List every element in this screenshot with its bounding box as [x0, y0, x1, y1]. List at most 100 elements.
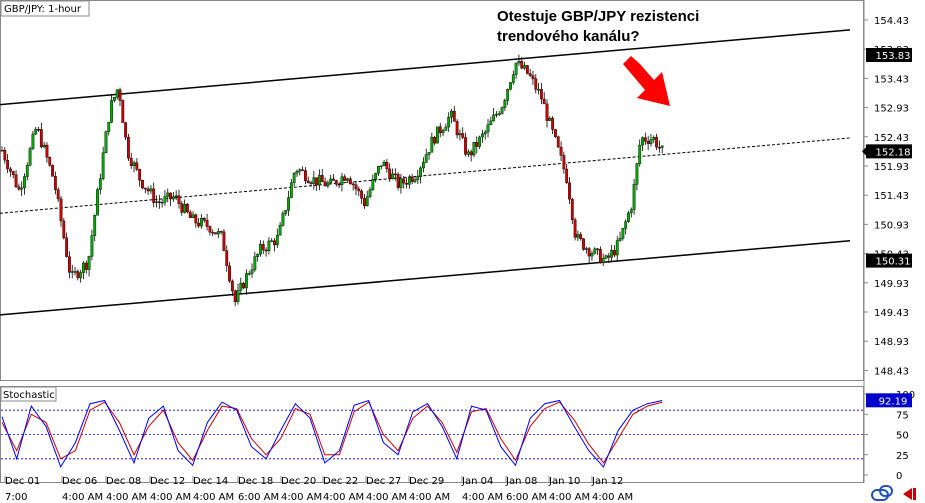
candle-body — [332, 178, 335, 181]
candle-body — [68, 256, 71, 273]
candle-body — [3, 150, 7, 161]
candle-body — [593, 248, 597, 254]
candle-body — [573, 219, 577, 238]
candle-body — [270, 240, 274, 242]
price-badges: 153.83 152.18 150.31 — [862, 47, 912, 268]
candle-body — [292, 173, 296, 183]
candle-body — [289, 182, 293, 198]
stoch-label-box — [0, 386, 57, 402]
candle-body — [157, 201, 161, 203]
candle-body — [354, 184, 358, 190]
candle-body — [534, 78, 538, 90]
candle-body — [655, 137, 658, 148]
link-icon[interactable] — [871, 485, 893, 501]
candle-body — [132, 162, 136, 166]
candle-body — [357, 188, 361, 192]
main-plot-frame — [0, 0, 864, 381]
candle-body — [275, 234, 279, 246]
down-arrow-icon — [623, 56, 670, 106]
candle-body — [422, 162, 425, 169]
candle-body — [149, 188, 153, 192]
candle-body — [562, 155, 566, 170]
candle-body — [604, 255, 608, 259]
candle-body — [93, 215, 97, 236]
candle-body — [37, 129, 40, 131]
candle-body — [635, 163, 639, 185]
candle-body — [256, 254, 260, 257]
candle-body — [320, 175, 324, 182]
candle-body — [419, 167, 422, 178]
candle-body — [304, 170, 307, 182]
title-box — [0, 0, 90, 17]
candle-body — [0, 149, 4, 152]
y-tick-label: 150.93 — [874, 220, 909, 231]
x-date-label: Dec 12 — [150, 476, 185, 487]
candle-body — [489, 120, 493, 126]
x-time-label: 6:00 AM — [238, 492, 279, 503]
candle-body — [323, 181, 327, 187]
candle-body — [407, 176, 411, 185]
candle-body — [402, 178, 406, 184]
candle-body — [427, 152, 431, 155]
x-date-label: Jan 04 — [461, 476, 493, 487]
candle-body — [464, 137, 467, 155]
x-time-label: 4:00 AM — [62, 492, 103, 503]
candle-body — [436, 126, 439, 144]
candle-body — [163, 196, 167, 203]
candle-body — [169, 192, 172, 200]
x-date-label: Dec 14 — [193, 476, 228, 487]
candle-body — [660, 145, 664, 148]
candle-body — [214, 232, 217, 235]
candle-body — [143, 187, 147, 190]
candle-body — [273, 240, 276, 246]
candle-body — [424, 154, 428, 163]
candle-body — [211, 231, 215, 234]
candle-body — [413, 179, 417, 182]
x-time-label: 4:00 AM — [193, 492, 234, 503]
candle-body — [377, 166, 380, 174]
candle-body — [643, 137, 647, 142]
candle-body — [45, 144, 49, 158]
candle-body — [363, 198, 366, 207]
candle-body — [245, 273, 248, 289]
y-tick-label: 151.93 — [874, 162, 909, 173]
candle-body — [438, 126, 442, 134]
y-tick-label: 152.93 — [874, 104, 909, 115]
x-time-label: 7:00 — [5, 492, 27, 503]
candle-body — [461, 133, 465, 138]
candle-body — [183, 203, 187, 213]
candles — [0, 54, 664, 307]
candle-body — [570, 198, 574, 221]
candle-body — [96, 189, 99, 216]
current-price-marker — [862, 147, 866, 156]
candle-body — [607, 255, 611, 258]
candle-body — [405, 182, 408, 185]
stoch-tick-label: 50 — [896, 431, 909, 442]
candle-body — [509, 82, 512, 90]
candle-body — [497, 113, 501, 115]
candle-body — [264, 249, 268, 252]
candle-body — [219, 231, 223, 233]
candle-body — [298, 169, 302, 172]
candle-body — [452, 110, 456, 122]
candle-body — [155, 201, 158, 203]
candle-body — [112, 96, 116, 101]
candle-body — [222, 231, 226, 251]
candle-body — [379, 165, 383, 167]
x-time-label: 4:00 AM — [592, 492, 633, 503]
scroll-back-icon[interactable] — [903, 488, 916, 500]
candle-body — [287, 197, 290, 211]
candle-body — [14, 174, 18, 188]
candle-body — [141, 180, 144, 189]
candle-body — [259, 244, 262, 255]
candle-body — [31, 133, 35, 149]
candle-body — [360, 190, 363, 199]
candle-body — [554, 129, 557, 137]
candle-body — [129, 157, 133, 166]
candle-body — [318, 175, 321, 186]
candle-body — [65, 237, 69, 257]
candle-body — [523, 65, 526, 69]
candle-body — [337, 183, 341, 186]
channel-upper-line — [0, 29, 851, 106]
